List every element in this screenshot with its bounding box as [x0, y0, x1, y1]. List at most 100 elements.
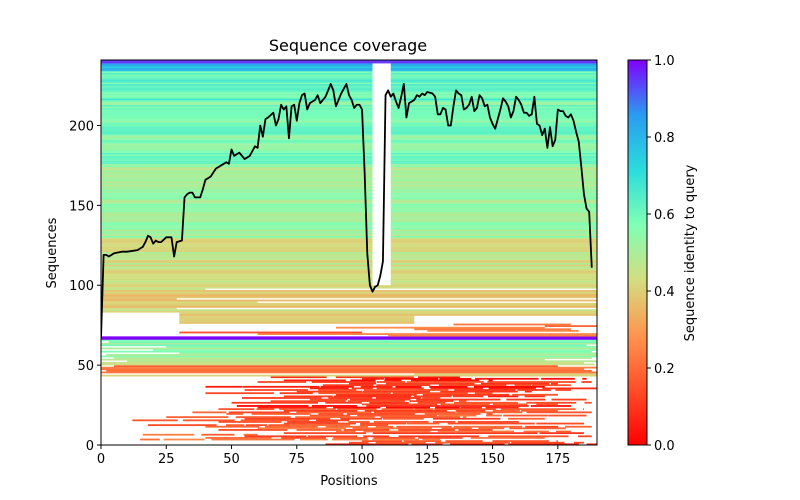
- sequence-row-segment: [390, 194, 597, 196]
- sequence-row-segment: [228, 411, 290, 414]
- sequence-row-segment: [390, 274, 597, 276]
- sequence-row-segment: [372, 432, 456, 435]
- sequence-row-segment: [101, 64, 373, 67]
- sequence-row-segment: [192, 411, 227, 414]
- sequence-row-segment: [101, 77, 373, 80]
- sequence-row-segment: [101, 197, 373, 200]
- sequence-row-segment: [101, 371, 597, 374]
- sequence-row-segment: [447, 422, 535, 425]
- sequence-row-segment: [390, 213, 597, 216]
- sequence-row-segment: [226, 413, 244, 415]
- sequence-row-segment: [101, 218, 373, 220]
- sequence-row-segment: [390, 77, 597, 80]
- sequence-row-segment: [101, 230, 373, 233]
- sequence-row-segment: [101, 208, 373, 211]
- sequence-row-segment: [290, 424, 351, 427]
- sequence-row-segment: [508, 443, 579, 445]
- sequence-row-segment: [101, 229, 373, 232]
- sequence-row-segment: [101, 203, 373, 206]
- sequence-row-segment: [390, 240, 597, 243]
- sequence-row-segment: [257, 406, 327, 409]
- sequence-row-segment: [296, 411, 372, 414]
- sequence-row-segment: [555, 430, 571, 433]
- sequence-row-segment: [555, 389, 571, 391]
- sequence-row-segment: [440, 390, 518, 393]
- sequence-row-segment: [101, 266, 373, 268]
- sequence-row-segment: [390, 262, 597, 265]
- sequence-row-segment: [390, 82, 597, 85]
- x-tick-label: 50: [223, 452, 240, 467]
- sequence-row-segment: [101, 245, 373, 248]
- sequence-row-segment: [101, 138, 373, 141]
- sequence-row-segment: [511, 441, 565, 444]
- sequence-row-segment: [357, 414, 438, 417]
- sequence-row-segment: [411, 443, 443, 445]
- sequence-row-segment: [101, 184, 373, 187]
- sequence-row-segment: [390, 179, 597, 182]
- sequence-row-segment: [525, 425, 559, 428]
- sequence-row-segment: [318, 413, 344, 415]
- sequence-row-segment: [101, 163, 373, 166]
- sequence-row-segment: [101, 304, 597, 307]
- sequence-row-segment: [488, 435, 569, 438]
- sequence-row-segment: [390, 184, 597, 187]
- sequence-row-segment: [372, 438, 419, 441]
- sequence-row-segment: [114, 365, 558, 367]
- sequence-row-segment: [349, 398, 411, 401]
- sequence-row-segment: [101, 171, 373, 174]
- sequence-row-segment: [101, 194, 373, 196]
- sequence-row-segment: [390, 181, 597, 184]
- sequence-row-segment: [101, 157, 373, 160]
- sequence-row-segment: [490, 430, 514, 433]
- chart-title: Sequence coverage: [269, 36, 427, 55]
- sequence-row-segment: [309, 387, 349, 390]
- y-tick-label: 150: [69, 199, 94, 214]
- sequence-row-segment: [279, 408, 336, 411]
- sequence-row-segment: [434, 408, 496, 411]
- sequence-row-segment: [218, 429, 288, 431]
- sequence-row-segment: [166, 345, 597, 348]
- sequence-row-segment: [101, 136, 373, 139]
- sequence-row-segment: [390, 88, 597, 91]
- sequence-row-segment: [101, 75, 373, 78]
- sequence-row-segment: [440, 405, 529, 407]
- sequence-row-segment: [101, 115, 373, 118]
- sequence-row-segment: [373, 421, 413, 423]
- sequence-row-segment: [283, 422, 357, 425]
- sequence-row-segment: [108, 341, 597, 343]
- sequence-row-segment: [376, 381, 405, 383]
- sequence-row-segment: [413, 395, 452, 398]
- sequence-row-segment: [101, 183, 373, 185]
- sequence-row-segment: [390, 111, 597, 113]
- sequence-row-segment: [509, 427, 566, 430]
- sequence-row-segment: [390, 131, 597, 134]
- sequence-row-segment: [390, 277, 597, 280]
- sequence-row-segment: [390, 282, 597, 284]
- sequence-row-segment: [427, 329, 579, 332]
- sequence-row-segment: [101, 282, 373, 284]
- sequence-row-segment: [101, 189, 373, 192]
- sequence-row-segment: [390, 211, 597, 214]
- sequence-row-segment: [414, 328, 571, 331]
- sequence-row-segment: [530, 405, 571, 407]
- sequence-row-segment: [101, 114, 373, 117]
- sequence-row-segment: [101, 131, 373, 134]
- sequence-row-segment: [205, 437, 272, 439]
- sequence-row-segment: [508, 417, 545, 420]
- sequence-row-segment: [422, 438, 441, 441]
- sequence-row-segment: [375, 441, 426, 444]
- colorbar-tick-label: 1.0: [654, 54, 675, 69]
- sequence-row-segment: [311, 381, 376, 383]
- sequence-row-segment: [390, 119, 597, 121]
- sequence-row-segment: [459, 400, 467, 403]
- coverage-rows: [101, 60, 597, 445]
- sequence-row-segment: [390, 75, 597, 78]
- sequence-row-segment: [390, 95, 597, 97]
- sequence-row-segment: [101, 275, 373, 278]
- sequence-row-segment: [101, 227, 373, 230]
- sequence-row-segment: [101, 80, 373, 83]
- sequence-row-segment: [101, 267, 373, 270]
- sequence-row-segment: [101, 160, 373, 163]
- sequence-row-segment: [390, 168, 597, 171]
- sequence-row-segment: [296, 390, 363, 393]
